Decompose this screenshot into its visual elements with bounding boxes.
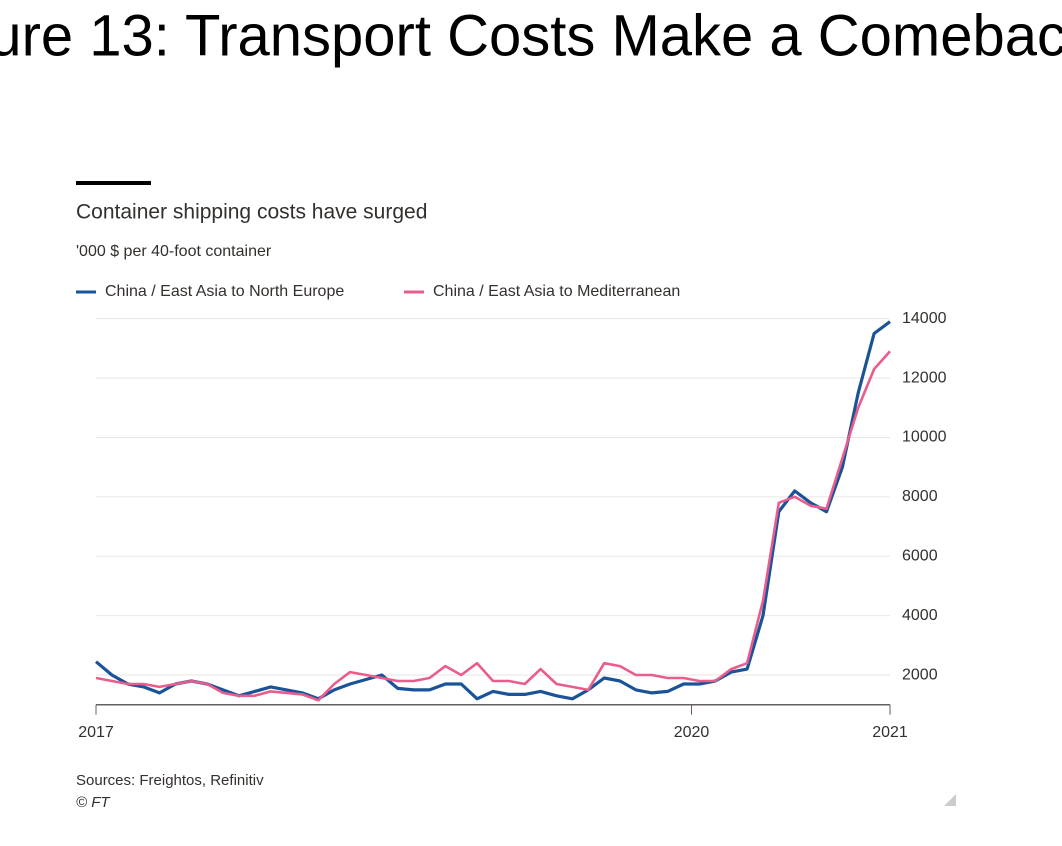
y-tick-label: 8000 — [902, 488, 938, 505]
y-tick-label: 14000 — [902, 310, 947, 327]
y-tick-label: 12000 — [902, 369, 947, 386]
source: Sources: Freightos, Refinitiv — [76, 772, 264, 789]
corner-mark — [944, 794, 956, 806]
y-tick-label: 10000 — [902, 429, 947, 446]
chart-subtitle: '000 $ per 40-foot container — [76, 243, 272, 260]
x-tick-label: 2021 — [872, 724, 908, 741]
y-tick-label: 2000 — [902, 666, 938, 683]
ft-bar — [76, 181, 151, 185]
page-title: Figure 13: Transport Costs Make a Comeba… — [0, 3, 1062, 68]
legend-label: China / East Asia to North Europe — [105, 283, 344, 300]
x-tick-label: 2020 — [674, 724, 710, 741]
series-line — [95, 350, 891, 702]
y-tick-label: 4000 — [902, 607, 938, 624]
series-line — [94, 320, 891, 701]
chart-title: Container shipping costs have surged — [76, 201, 427, 224]
y-tick-label: 6000 — [902, 547, 938, 564]
credit: © FT — [76, 794, 111, 811]
x-tick-label: 2017 — [78, 724, 114, 741]
legend-label: China / East Asia to Mediterranean — [433, 283, 680, 300]
